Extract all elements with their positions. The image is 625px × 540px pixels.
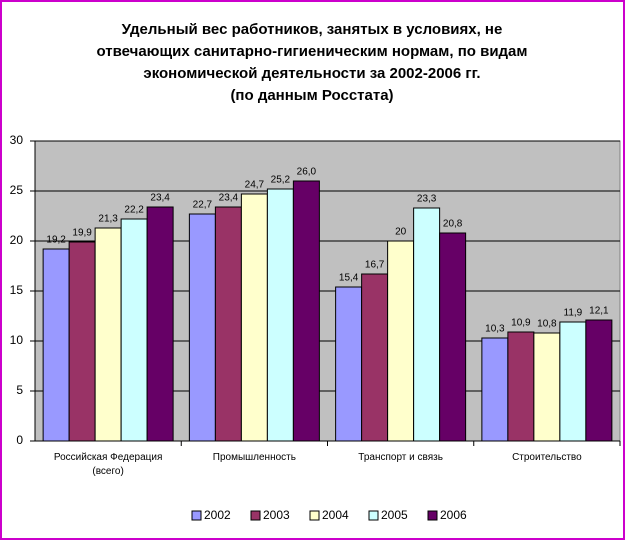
- bar: [240, 193, 268, 442]
- bar: [439, 232, 467, 442]
- value-label: 10,8: [537, 319, 557, 330]
- bar: [146, 206, 174, 442]
- value-label: 16,7: [365, 260, 385, 271]
- chart-title: Удельный вес работников, занятых в услов…: [122, 21, 503, 38]
- legend-swatch: [191, 510, 202, 521]
- bar: [120, 218, 148, 442]
- chart-title: экономической деятельности за 2002-2006 …: [143, 65, 480, 82]
- value-label: 11,9: [564, 308, 583, 319]
- x-tick-label: Строительство: [512, 452, 582, 463]
- legend-label: 2003: [263, 508, 290, 522]
- x-tick-label: Транспорт и связь: [358, 452, 443, 463]
- bar: [387, 240, 415, 442]
- bar: [559, 321, 587, 442]
- legend-swatch: [309, 510, 320, 521]
- value-label: 23,4: [150, 193, 170, 204]
- value-label: 26,0: [297, 167, 317, 178]
- value-label: 10,3: [485, 324, 505, 335]
- bar: [68, 241, 96, 442]
- legend-label: 2004: [322, 508, 349, 522]
- legend-label: 2002: [204, 508, 231, 522]
- value-label: 25,2: [271, 175, 291, 186]
- bar: [335, 286, 363, 442]
- y-tick-label: 30: [10, 133, 24, 147]
- bar: [413, 207, 441, 442]
- value-label: 22,7: [193, 200, 213, 211]
- y-tick-label: 15: [10, 283, 24, 297]
- legend-swatch: [427, 510, 438, 521]
- value-label: 12,1: [589, 306, 609, 317]
- value-label: 24,7: [245, 180, 265, 191]
- bar: [42, 248, 70, 442]
- value-label: 10,9: [511, 318, 531, 329]
- value-label: 23,4: [219, 193, 239, 204]
- bar: [533, 332, 561, 442]
- x-tick-label: Российская Федерация (всего): [53, 452, 163, 477]
- chart-title: отвечающих санитарно-гигиеническим норма…: [97, 43, 528, 60]
- value-label: 19,2: [46, 235, 66, 246]
- value-label: 22,2: [124, 205, 144, 216]
- bar: [188, 213, 216, 442]
- y-tick-label: 20: [10, 233, 24, 247]
- value-label: 15,4: [339, 273, 359, 284]
- bar: [585, 319, 613, 442]
- value-label: 20,8: [443, 219, 463, 230]
- bar: [266, 188, 294, 442]
- bar: [292, 180, 320, 442]
- legend-swatch: [250, 510, 261, 521]
- y-tick-label: 10: [10, 333, 24, 347]
- legend-label: 2006: [440, 508, 467, 522]
- chart-title: (по данным Росстата): [230, 87, 393, 104]
- bar: [481, 337, 509, 442]
- value-label: 20: [395, 227, 407, 238]
- bar: [214, 206, 242, 442]
- y-tick-label: 25: [10, 183, 24, 197]
- bar: [507, 331, 535, 442]
- y-tick-label: 5: [16, 383, 23, 397]
- x-tick-label: Промышленность: [212, 452, 296, 463]
- value-label: 21,3: [98, 214, 118, 225]
- legend-swatch: [368, 510, 379, 521]
- legend-label: 2005: [381, 508, 408, 522]
- bar: [361, 273, 389, 442]
- y-tick-label: 0: [16, 433, 23, 447]
- value-label: 19,9: [72, 228, 92, 239]
- value-label: 23,3: [417, 194, 437, 205]
- bar: [94, 227, 122, 442]
